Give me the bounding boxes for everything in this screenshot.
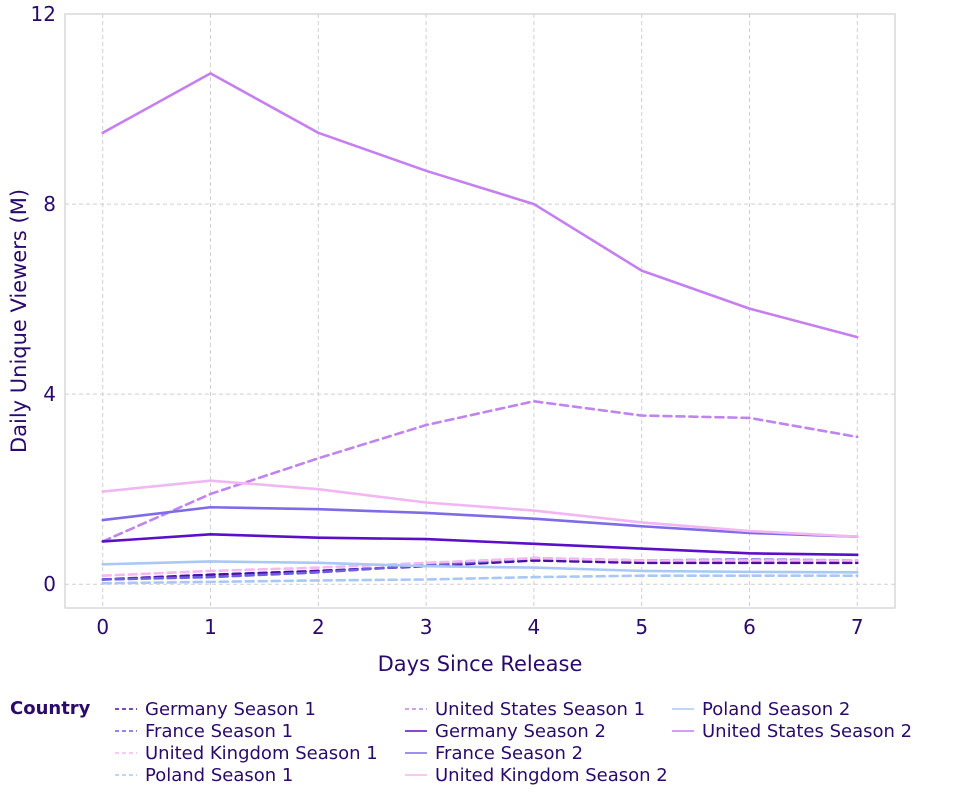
legend-swatch [405, 774, 427, 776]
y-tick-label: 0 [43, 572, 56, 596]
legend-label: France Season 1 [145, 720, 294, 742]
legend-swatch [405, 708, 427, 710]
legend-swatch [115, 752, 137, 754]
legend-item: Poland Season 2 [672, 698, 850, 720]
legend-swatch [115, 730, 137, 732]
legend-label: Germany Season 1 [145, 698, 316, 720]
legend-item: France Season 1 [115, 720, 293, 742]
x-tick-label: 6 [743, 615, 756, 639]
x-tick-label: 0 [96, 615, 109, 639]
legend-swatch [672, 730, 694, 732]
legend-item: Germany Season 1 [115, 698, 316, 720]
x-tick-label: 4 [528, 615, 541, 639]
series-line [101, 479, 859, 539]
series-line [101, 505, 859, 539]
x-axis-title: Days Since Release [378, 652, 583, 676]
series-line [101, 556, 859, 577]
series-line [101, 574, 859, 585]
legend-title: Country [10, 698, 91, 719]
y-tick-label: 4 [43, 382, 56, 406]
y-axis-title: Daily Unique Viewers (M) [7, 189, 31, 453]
x-tick-label: 7 [851, 615, 864, 639]
legend-label: France Season 2 [435, 742, 584, 764]
plot-area [64, 13, 896, 609]
legend-label: Germany Season 2 [435, 720, 606, 742]
legend-item: United Kingdom Season 2 [405, 764, 668, 786]
series-lines [101, 72, 859, 585]
legend-swatch [672, 708, 694, 710]
grid-lines [65, 13, 895, 608]
legend-swatch [405, 730, 427, 732]
legend-item: United Kingdom Season 1 [115, 742, 378, 764]
legend-label: United States Season 2 [702, 720, 913, 742]
legend-swatch [115, 774, 137, 776]
legend-item: United States Season 1 [405, 698, 645, 720]
legend-item: France Season 2 [405, 742, 583, 764]
series-line [101, 72, 859, 339]
legend-swatch [115, 708, 137, 710]
x-tick-labels: 0 1 2 3 4 5 6 7 [96, 615, 863, 639]
y-tick-labels: 0 4 8 12 [31, 2, 56, 596]
legend-label: United Kingdom Season 1 [145, 742, 378, 764]
x-tick-label: 1 [204, 615, 217, 639]
x-tick-label: 2 [312, 615, 325, 639]
legend-swatch [405, 752, 427, 754]
x-tick-label: 5 [635, 615, 648, 639]
series-line [101, 533, 859, 557]
legend-label: Poland Season 1 [145, 764, 294, 786]
series-line [101, 399, 859, 543]
legend-item: United States Season 2 [672, 720, 912, 742]
y-tick-label: 12 [31, 2, 56, 26]
y-tick-label: 8 [43, 192, 56, 216]
legend-label: United Kingdom Season 2 [435, 764, 668, 786]
legend-label: Poland Season 2 [702, 698, 851, 720]
legend-item: Germany Season 2 [405, 720, 606, 742]
series-line [101, 559, 859, 581]
legend-label: United States Season 1 [435, 698, 646, 720]
series-line [101, 560, 859, 574]
legend-item: Poland Season 1 [115, 764, 293, 786]
x-tick-label: 3 [420, 615, 433, 639]
